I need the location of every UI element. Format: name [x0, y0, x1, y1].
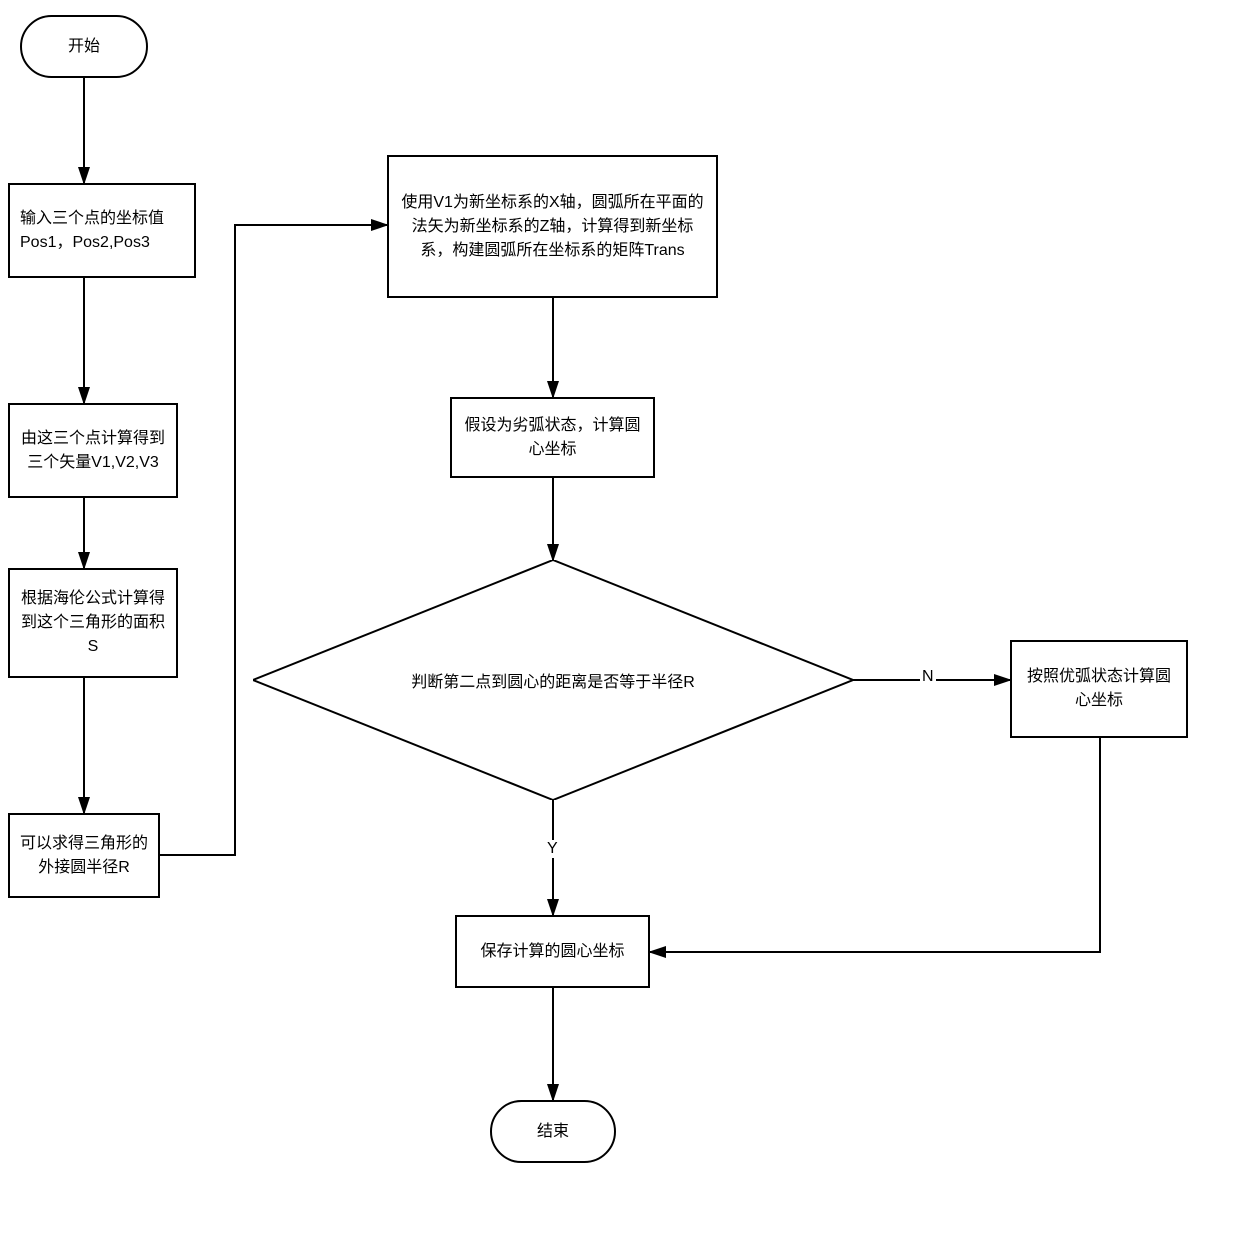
process-heron: 根据海伦公式计算得到这个三角形的面积S [8, 568, 178, 678]
heron-label: 根据海伦公式计算得到这个三角形的面积S [20, 587, 166, 659]
decision-distance: 判断第二点到圆心的距离是否等于半径R [253, 560, 853, 800]
process-save: 保存计算的圆心坐标 [455, 915, 650, 988]
save-label: 保存计算的圆心坐标 [480, 940, 624, 964]
flowchart-canvas: 开始 输入三个点的坐标值Pos1，Pos2,Pos3 由这三个点计算得到三个矢量… [0, 0, 1240, 1233]
process-vectors: 由这三个点计算得到三个矢量V1,V2,V3 [8, 403, 178, 498]
terminator-start: 开始 [20, 15, 148, 78]
edge-label-yes: Y [545, 840, 560, 858]
trans-label: 使用V1为新坐标系的X轴，圆弧所在平面的法矢为新坐标系的Z轴，计算得到新坐标系，… [399, 191, 706, 263]
end-label: 结束 [537, 1120, 569, 1144]
process-minor-arc: 假设为劣弧状态，计算圆心坐标 [450, 397, 655, 478]
process-major-arc: 按照优弧状态计算圆心坐标 [1010, 640, 1188, 738]
radius-label: 可以求得三角形的外接圆半径R [20, 832, 148, 880]
process-trans: 使用V1为新坐标系的X轴，圆弧所在平面的法矢为新坐标系的Z轴，计算得到新坐标系，… [387, 155, 718, 298]
process-radius: 可以求得三角形的外接圆半径R [8, 813, 160, 898]
decision-label: 判断第二点到圆心的距离是否等于半径R [351, 668, 755, 692]
vectors-label: 由这三个点计算得到三个矢量V1,V2,V3 [20, 427, 166, 475]
minor-label: 假设为劣弧状态，计算圆心坐标 [462, 414, 643, 462]
input-label: 输入三个点的坐标值Pos1，Pos2,Pos3 [20, 207, 184, 255]
terminator-end: 结束 [490, 1100, 616, 1163]
major-label: 按照优弧状态计算圆心坐标 [1022, 665, 1176, 713]
process-input: 输入三个点的坐标值Pos1，Pos2,Pos3 [8, 183, 196, 278]
edge-label-no: N [920, 668, 936, 686]
start-label: 开始 [68, 35, 100, 59]
